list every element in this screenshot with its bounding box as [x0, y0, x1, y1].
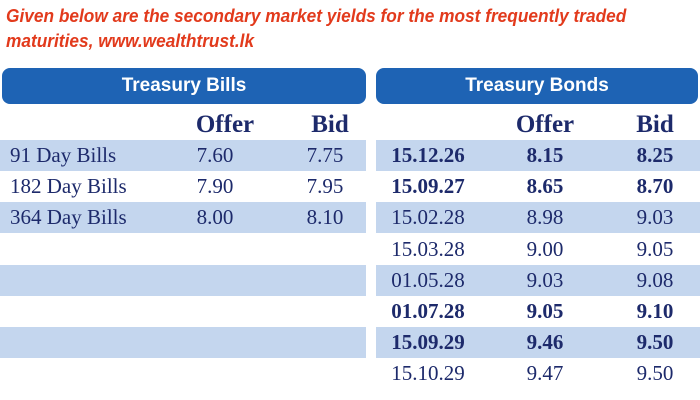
treasury-bills-header: Treasury Bills: [2, 68, 366, 104]
bond-bid: 9.10: [636, 299, 674, 323]
bill-offer: 8.00: [196, 205, 234, 230]
bond-offer: 8.65: [526, 174, 564, 199]
bonds-cell-group: 15.09.29 9.46 9.50: [376, 327, 700, 359]
bills-offer-header: Offer: [195, 111, 255, 138]
bond-maturity: 15.09.27: [391, 174, 465, 199]
bills-bid-header: Bid: [311, 111, 349, 138]
bonds-cell-group: 15.02.28 8.98 9.03: [376, 202, 700, 234]
bonds-cell-group: 15.12.26 8.15 8.25: [376, 140, 700, 171]
bond-bid: 9.50: [636, 330, 674, 355]
table-row: 01.07.28 9.05 9.10: [0, 296, 700, 327]
bonds-cell-group: 15.09.27 8.65 8.70: [376, 171, 700, 202]
yields-table: Treasury Bills Treasury Bonds Offer Bid …: [0, 62, 700, 400]
bond-maturity: 15.02.28: [391, 205, 465, 230]
bond-maturity: 15.03.28: [391, 236, 465, 261]
intro-text: Given below are the secondary market yie…: [6, 6, 627, 51]
bond-offer: 9.00: [526, 236, 564, 261]
bill-name: 91 Day Bills: [10, 143, 117, 167]
bills-cell-group: [0, 264, 366, 296]
bill-offer: 7.60: [196, 143, 234, 167]
bills-cell-group: [0, 327, 366, 359]
bill-name: 364 Day Bills: [10, 205, 127, 230]
bills-cell-group: 182 Day Bills 7.90 7.95: [0, 171, 366, 202]
bond-offer: 9.46: [526, 330, 564, 355]
bond-offer: 8.15: [526, 143, 564, 167]
bill-bid: 7.95: [306, 174, 344, 199]
bonds-bid-header: Bid: [636, 111, 674, 138]
bond-maturity: 01.05.28: [391, 267, 465, 292]
bond-offer: 9.03: [526, 267, 564, 292]
bond-offer: 8.98: [526, 205, 564, 230]
bonds-cell-group: 01.07.28 9.05 9.10: [376, 296, 700, 327]
bond-maturity: 15.10.29: [391, 361, 465, 386]
bonds-cell-group: 15.03.28 9.00 9.05: [376, 234, 700, 265]
table-row: 182 Day Bills 7.90 7.95 15.09.27 8.65 8.70: [0, 171, 700, 202]
bond-offer: 9.05: [526, 299, 564, 323]
bill-bid: 8.10: [306, 205, 344, 230]
bill-offer: 7.90: [196, 174, 234, 199]
bonds-cell-group: 01.05.28 9.03 9.08: [376, 264, 700, 296]
bond-bid: 9.03: [636, 205, 674, 230]
bill-name: 182 Day Bills: [10, 174, 127, 199]
bond-bid: 8.25: [636, 143, 674, 167]
bond-offer: 9.47: [526, 361, 564, 386]
table-row: 01.05.28 9.03 9.08: [0, 264, 700, 296]
bond-bid: 8.70: [636, 174, 674, 199]
bills-cell-group: [0, 296, 366, 327]
bonds-offer-header: Offer: [515, 111, 575, 138]
table-row: 91 Day Bills 7.60 7.75 15.12.26 8.15 8.25: [0, 140, 700, 171]
bond-bid: 9.05: [636, 236, 674, 261]
bills-cell-group: 91 Day Bills 7.60 7.75: [0, 140, 366, 171]
bond-maturity: 15.12.26: [391, 143, 465, 167]
bill-bid: 7.75: [306, 143, 344, 167]
table-row: 364 Day Bills 8.00 8.10 15.02.28 8.98 9.03: [0, 202, 700, 234]
table-row: 15.09.29 9.46 9.50: [0, 327, 700, 359]
bonds-cell-group: 15.10.29 9.47 9.50: [376, 358, 700, 389]
table-row: 15.03.28 9.00 9.05: [0, 234, 700, 265]
bond-bid: 9.08: [636, 267, 674, 292]
table-row: 15.10.29 9.47 9.50: [0, 358, 700, 389]
bills-cell-group: 364 Day Bills 8.00 8.10: [0, 202, 366, 234]
bills-cell-group: [0, 358, 366, 389]
bills-cell-group: [0, 234, 366, 265]
treasury-bonds-header: Treasury Bonds: [376, 68, 698, 104]
bond-bid: 9.50: [636, 361, 674, 386]
bond-maturity: 01.07.28: [391, 299, 465, 323]
bond-maturity: 15.09.29: [391, 330, 465, 355]
